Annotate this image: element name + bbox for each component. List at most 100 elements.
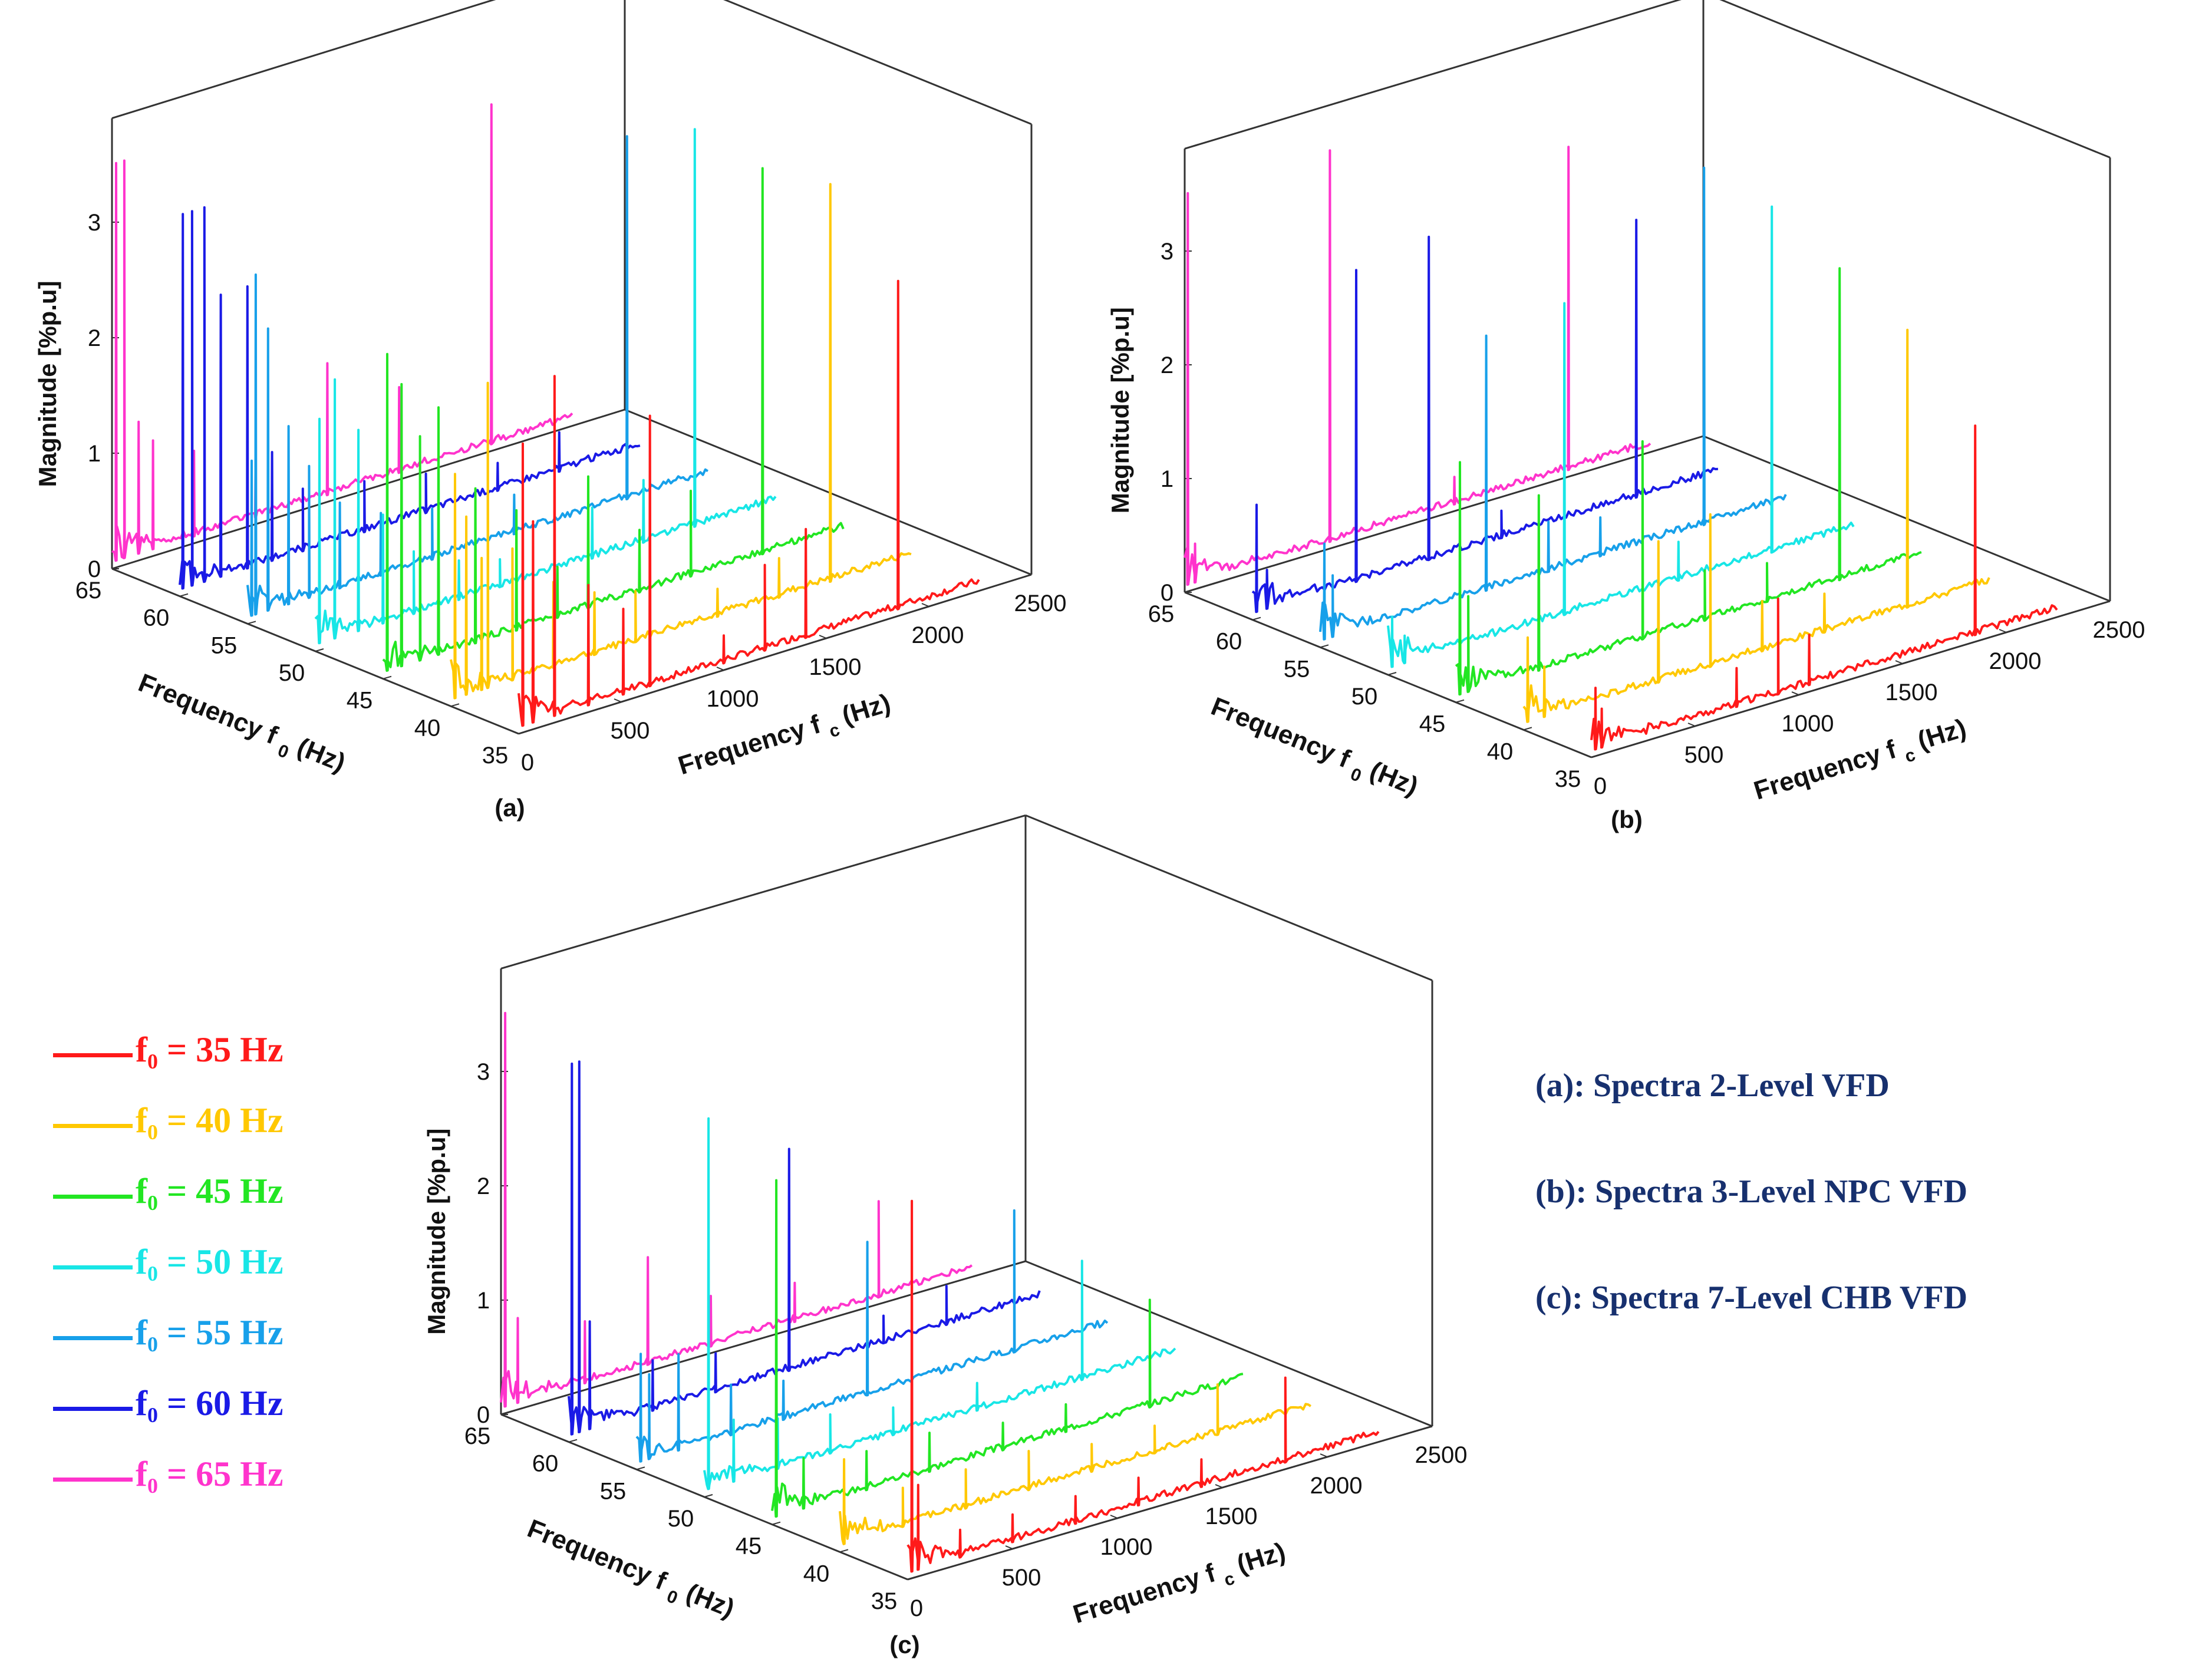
legend-swatch [53, 1053, 133, 1057]
back-floor-edge [111, 408, 625, 570]
series-line-55 [635, 1209, 1109, 1463]
f0-tick-mark [247, 621, 256, 625]
fc-tick-label: 2500 [1415, 1442, 1468, 1468]
fc-tick-label: 2500 [2093, 617, 2145, 643]
series-line-60 [1251, 219, 1718, 614]
z-tick-label: 0 [1161, 580, 1173, 606]
legend-swatch [53, 1265, 133, 1269]
fc-tick-mark [819, 635, 827, 639]
legend-swatch [53, 1478, 133, 1482]
series-line-35 [517, 279, 980, 727]
f0-tick-mark [568, 1439, 578, 1443]
legend-item: f₀ = 45 Hz [47, 1164, 377, 1235]
series-line-40 [450, 183, 912, 700]
fc-tick-mark [1791, 691, 1799, 695]
f0-tick-mark [450, 703, 460, 707]
f0-tick-label: 35 [482, 743, 509, 769]
f0-tick-mark [1523, 727, 1532, 731]
legend-item: f₀ = 55 Hz [47, 1305, 377, 1376]
z-axis-label: Magnitude [%p.u] [34, 281, 61, 487]
f0-tick-label: 50 [1351, 684, 1378, 710]
z-tick-label: 0 [477, 1402, 490, 1428]
fc-tick-label: 500 [1002, 1565, 1041, 1591]
f0-tick-label: 65 [1148, 601, 1175, 627]
f0-tick-mark [1320, 644, 1329, 648]
fc-tick-label: 0 [521, 750, 534, 776]
fc-tick-mark [1425, 1423, 1433, 1427]
z-tick-label: 2 [1161, 352, 1173, 378]
series-line-65 [1184, 146, 1651, 586]
fc-tick-mark [716, 667, 724, 671]
series-line-45 [1455, 267, 1922, 696]
fc-tick-mark [511, 730, 519, 734]
panel-label: (b) [1611, 806, 1643, 833]
fc-tick-label: 0 [1594, 773, 1607, 799]
fc-tick-label: 2000 [1989, 648, 2042, 674]
series-line-50 [314, 128, 777, 645]
series-line-65 [111, 103, 573, 562]
f0-tick-label: 40 [1487, 738, 1514, 764]
back-top-edge [1719, 0, 2111, 159]
f0-tick-mark [1455, 699, 1465, 703]
back-top-edge [111, 0, 496, 120]
fc-tick-mark [1215, 1484, 1223, 1488]
fc-tick-label: 1500 [1205, 1503, 1258, 1529]
z-tick-label: 1 [477, 1288, 490, 1314]
fc-tick-mark [2102, 598, 2111, 602]
description-c: (c): Spectra 7-Level CHB VFD [1535, 1279, 1968, 1316]
fc-tick-label: 2000 [1310, 1473, 1363, 1499]
legend-swatch [53, 1336, 133, 1340]
fc-tick-mark [1584, 754, 1592, 758]
f0-axis-label: Frequency f 0 (Hz) [132, 668, 350, 784]
f0-tick-label: 65 [464, 1423, 491, 1449]
f0-tick-mark [839, 1549, 849, 1553]
fc-tick-label: 1000 [1782, 711, 1834, 737]
series-line-60 [568, 1060, 1041, 1436]
back-top-edge [723, 0, 1032, 125]
f0-tick-label: 50 [668, 1506, 694, 1532]
fc-tick-mark [1687, 723, 1696, 727]
f0-tick-mark [1252, 616, 1261, 621]
f0-tick-label: 60 [143, 605, 170, 631]
f0-axis-label: Frequency f 0 (Hz) [1205, 692, 1422, 807]
f0-tick-label: 35 [871, 1588, 898, 1614]
f0-tick-mark [772, 1521, 781, 1525]
fc-tick-mark [614, 698, 622, 703]
f0-tick-mark [518, 731, 528, 734]
f0-tick-label: 45 [347, 688, 373, 714]
waterfall-panel-0: 35404550556065050010001500200025000123Ma… [34, 0, 1066, 822]
legend-swatch [53, 1195, 133, 1199]
back-floor-edge [1025, 1260, 1433, 1427]
description-b: (b): Spectra 3-Level NPC VFD [1535, 1173, 1968, 1210]
z-tick-label: 1 [88, 441, 101, 467]
legend-label: f₀ = 45 Hz [136, 1172, 283, 1211]
fc-tick-label: 1500 [1885, 680, 1938, 705]
legend-label: f₀ = 65 Hz [136, 1455, 283, 1493]
z-tick-label: 1 [1161, 466, 1173, 492]
fc-tick-label: 500 [1684, 742, 1724, 768]
legend: f₀ = 35 Hz f₀ = 40 Hz f₀ = 45 Hz f₀ = 50 Hz… [47, 1023, 377, 1518]
legend-label: f₀ = 40 Hz [136, 1101, 283, 1140]
fc-tick-mark [1024, 571, 1032, 575]
panel-label: (c) [889, 1631, 919, 1658]
back-top-edge [1184, 0, 1682, 150]
back-floor-edge [624, 408, 1032, 576]
back-top-edge [1025, 814, 1433, 981]
z-axis-label: Magnitude [%p.u] [423, 1129, 450, 1335]
f0-tick-label: 40 [414, 715, 441, 741]
legend-label: f₀ = 55 Hz [136, 1313, 283, 1352]
fc-tick-mark [900, 1576, 908, 1580]
series-line-45 [771, 1179, 1244, 1518]
legend-swatch [53, 1124, 133, 1128]
fc-tick-label: 0 [910, 1595, 923, 1621]
f0-tick-mark [1387, 672, 1397, 675]
series-line-35 [1590, 424, 2058, 751]
legend-label: f₀ = 35 Hz [136, 1030, 283, 1069]
f0-tick-label: 35 [1555, 766, 1581, 792]
fc-tick-label: 1000 [1100, 1534, 1153, 1560]
f0-tick-label: 65 [75, 578, 102, 603]
series-line-50 [1387, 205, 1855, 668]
back-floor-edge [1184, 435, 1704, 593]
series-line-60 [179, 206, 641, 590]
